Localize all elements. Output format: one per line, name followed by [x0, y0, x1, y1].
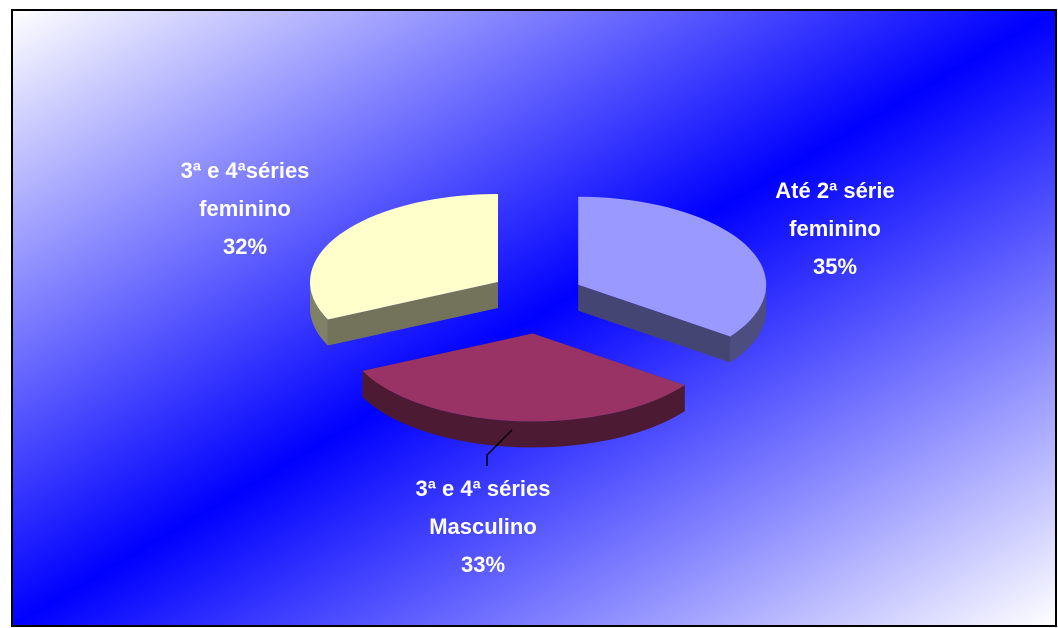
category-name: 3ª e 4ª séries Masculino — [415, 476, 551, 539]
slice-side — [327, 282, 498, 346]
plot-background — [11, 9, 1057, 627]
value-label: 33% — [460, 552, 506, 577]
slice — [578, 196, 767, 337]
slice-side — [578, 284, 731, 363]
leader-line — [486, 429, 513, 466]
category-name: 3ª e 4ªséries feminino — [180, 158, 310, 221]
slice-label: 3ª e 4ª séries Masculino 33% — [383, 470, 583, 584]
slice — [310, 194, 498, 320]
slice-label: Até 2ª série feminino 35% — [745, 172, 925, 286]
slice — [362, 333, 685, 422]
category-name: Até 2ª série feminino — [775, 178, 895, 241]
slice-wall — [730, 284, 767, 363]
value-label: 32% — [222, 234, 268, 259]
value-label: 35% — [812, 254, 858, 279]
slice-label: 3ª e 4ªséries feminino 32% — [155, 152, 335, 266]
slice-wall — [310, 282, 328, 346]
pie — [310, 194, 767, 448]
slice-wall — [362, 370, 685, 448]
